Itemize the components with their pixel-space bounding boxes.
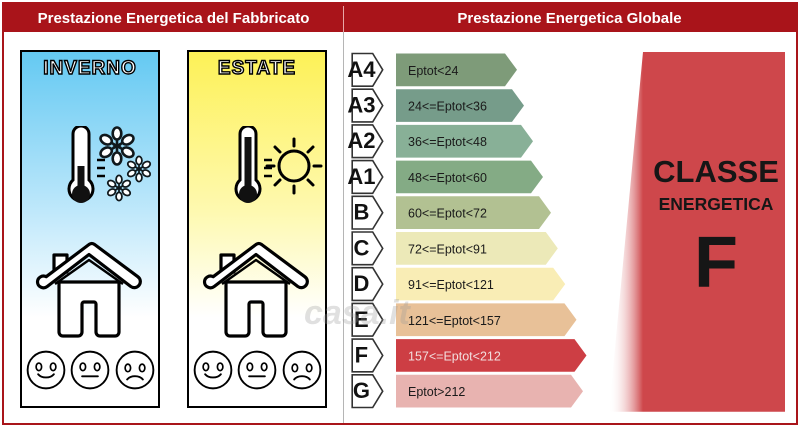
svg-text:A1: A1 bbox=[347, 164, 375, 189]
svg-text:A4: A4 bbox=[347, 57, 376, 82]
svg-text:A2: A2 bbox=[347, 128, 375, 153]
svg-text:F: F bbox=[355, 343, 368, 368]
svg-text:A3: A3 bbox=[347, 93, 375, 118]
svg-text:121<=Eptot<157: 121<=Eptot<157 bbox=[408, 314, 501, 328]
svg-text:48<=Eptot<60: 48<=Eptot<60 bbox=[408, 171, 487, 185]
svg-text:91<=Eptot<121: 91<=Eptot<121 bbox=[408, 278, 494, 292]
svg-text:Eptot<24: Eptot<24 bbox=[408, 64, 458, 78]
svg-text:72<=Eptot<91: 72<=Eptot<91 bbox=[408, 242, 487, 256]
svg-text:C: C bbox=[353, 235, 369, 260]
svg-text:ENERGETICA: ENERGETICA bbox=[659, 194, 774, 214]
svg-text:60<=Eptot<72: 60<=Eptot<72 bbox=[408, 207, 487, 221]
svg-text:D: D bbox=[353, 271, 369, 296]
svg-text:F: F bbox=[694, 223, 738, 303]
svg-text:36<=Eptot<48: 36<=Eptot<48 bbox=[408, 135, 487, 149]
svg-text:Eptot>212: Eptot>212 bbox=[408, 385, 465, 399]
svg-text:G: G bbox=[353, 378, 370, 403]
svg-text:casa.it: casa.it bbox=[304, 294, 412, 332]
svg-text:24<=Eptot<36: 24<=Eptot<36 bbox=[408, 100, 487, 114]
svg-text:CLASSE: CLASSE bbox=[653, 154, 779, 189]
svg-text:157<=Eptot<212: 157<=Eptot<212 bbox=[408, 350, 501, 364]
svg-text:B: B bbox=[353, 200, 369, 225]
